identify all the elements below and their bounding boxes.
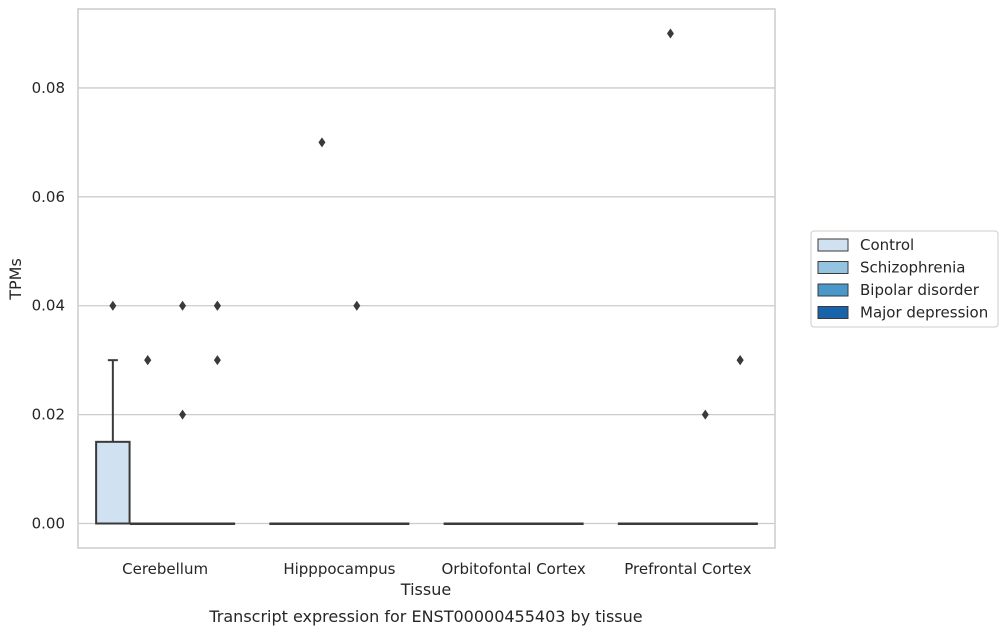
outlier-point: [318, 137, 326, 148]
outlier-point: [353, 300, 361, 311]
y-tick-label: 0.00: [32, 515, 65, 533]
legend-label: Schizophrenia: [860, 259, 965, 277]
outlier-point: [144, 355, 152, 366]
legend: Control Schizophrenia Bipolar disorder Majo…: [810, 230, 999, 328]
outlier-point: [213, 355, 221, 366]
legend-label: Control: [860, 236, 914, 254]
legend-frame: [810, 230, 999, 328]
outlier-layer: [109, 28, 744, 420]
y-tick-label: 0.04: [32, 297, 65, 315]
outlier-point: [736, 355, 744, 366]
outlier-point: [179, 300, 187, 311]
y-axis-label: TPMs: [6, 258, 25, 301]
y-tick-label: 0.08: [32, 79, 65, 97]
x-tick-label: Orbitofontal Cortex: [442, 560, 586, 578]
x-tick-label: Cerebellum: [122, 560, 208, 578]
plot-frame: [77, 8, 776, 549]
x-tick-label: Hipppocampus: [283, 560, 395, 578]
legend-swatch: [817, 238, 849, 252]
y-tick-label: 0.06: [32, 188, 65, 206]
box-control: [95, 440, 131, 525]
outlier-point: [179, 409, 187, 420]
legend-swatch: [817, 306, 849, 319]
box-layer: [95, 359, 758, 525]
legend-label: Major depression: [860, 304, 988, 322]
x-tick-label: Prefrontal Cortex: [624, 560, 751, 578]
outlier-point: [666, 28, 674, 39]
outlier-point: [109, 300, 117, 311]
x-tick-labels: Cerebellum Hipppocampus Orbitofontal Corte…: [122, 560, 751, 578]
chart-caption: Transcript expression for ENST0000045540…: [208, 607, 642, 626]
legend-label: Bipolar disorder: [860, 281, 980, 299]
outlier-point: [701, 409, 709, 420]
legend-swatch: [817, 261, 849, 274]
outlier-point: [213, 300, 221, 311]
legend-swatch: [817, 283, 849, 297]
x-axis-label: Tissue: [400, 580, 451, 599]
plot-area: [78, 9, 775, 548]
y-tick-labels: 0.00 0.02 0.04 0.06 0.08: [32, 79, 65, 533]
y-tick-label: 0.02: [32, 406, 65, 424]
